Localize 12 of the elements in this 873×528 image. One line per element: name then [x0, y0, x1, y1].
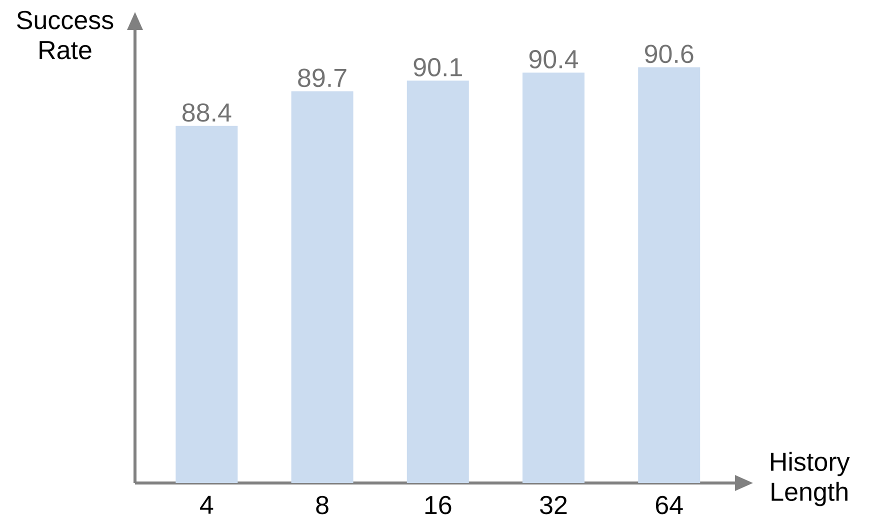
data-label: 90.4: [529, 50, 578, 68]
x-tick-label: 8: [316, 496, 328, 514]
x-tick-label: 64: [656, 496, 683, 514]
x-tick-label: 16: [425, 496, 452, 514]
data-label: 90.6: [645, 44, 694, 64]
data-label: 90.1: [414, 58, 462, 76]
data-label: 88.4: [182, 103, 232, 122]
x-tick-label: 4: [200, 496, 214, 514]
x-tick-label: 32: [540, 496, 567, 514]
data-label: 89.7: [298, 68, 346, 88]
y-axis-title: Success Rate: [17, 10, 114, 60]
x-axis-title: History Length: [771, 452, 850, 506]
